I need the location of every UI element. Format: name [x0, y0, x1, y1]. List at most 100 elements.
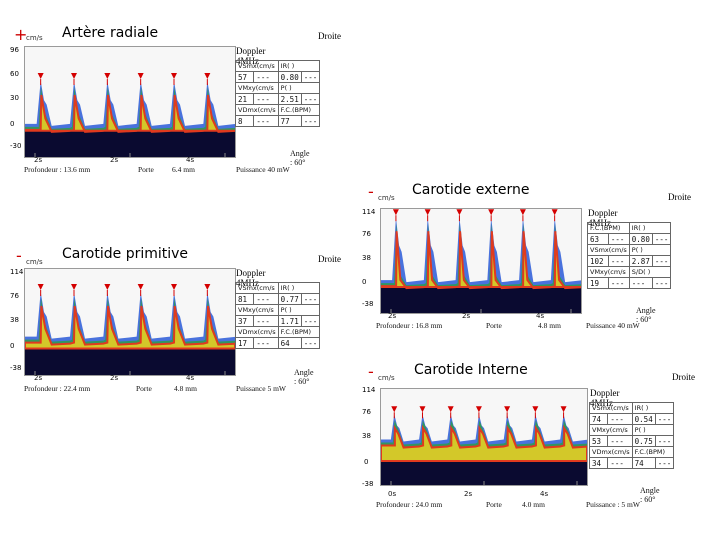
- time-tick: 2s: [464, 490, 473, 498]
- time-tick: 4s: [536, 312, 545, 320]
- spectrum-core-line: [381, 231, 581, 290]
- side-label: Droite: [318, 254, 341, 264]
- caption-title: Artère radiale: [62, 25, 159, 41]
- measurement-table: VSmx(cm/s IR( ) 57 --- 0.80 --- VMxy(cm/s P( ) 2…: [234, 60, 321, 127]
- measurement-value: 77: [277, 115, 302, 127]
- measurement-value: 57: [234, 71, 255, 83]
- spectrum-envelope: [25, 81, 235, 131]
- peak-marker: [532, 406, 539, 413]
- measurement-row: 81 --- 0.77 ---: [234, 293, 321, 305]
- y-tick: 114: [362, 386, 376, 394]
- measurement-value: 34: [588, 457, 609, 469]
- power-label: Puissance 5 mW: [236, 384, 286, 393]
- measurement-header: VMxy(cm/s: [235, 304, 279, 316]
- unit-label: cm/s: [378, 194, 395, 202]
- measurement-value: 0.54: [631, 413, 656, 425]
- sign-minus: -: [368, 362, 374, 381]
- measurement-value: ---: [300, 337, 321, 349]
- measurement-row: VDmx(cm/s F.C.(BPM): [235, 326, 321, 338]
- peak-marker: [137, 73, 144, 80]
- y-tick: 76: [10, 292, 19, 300]
- measurement-value: 53: [588, 435, 609, 447]
- measurement-value: 1.71: [277, 315, 302, 327]
- y-tick: 114: [362, 208, 376, 216]
- measurement-value: ---: [300, 315, 321, 327]
- measurement-value: ---: [253, 293, 279, 305]
- peak-marker: [37, 73, 44, 80]
- doppler-trace-area: [380, 208, 582, 314]
- time-tick: 2s: [462, 312, 471, 320]
- measurement-value: ---: [628, 277, 653, 289]
- measurement-row: 57 --- 0.80 ---: [234, 71, 321, 83]
- baseline-band: [381, 287, 581, 313]
- unit-label: cm/s: [378, 374, 395, 382]
- measurement-value: 2.87: [628, 255, 653, 267]
- y-tick: 0: [364, 458, 369, 466]
- y-tick: 96: [10, 46, 19, 54]
- measurement-value: ---: [654, 435, 675, 447]
- peak-marker: [419, 406, 426, 413]
- measurement-header: P( ): [628, 244, 672, 256]
- sign-plus: +: [14, 25, 28, 44]
- measurement-row: 17 --- 64 ---: [234, 337, 321, 349]
- power-label: Puissance 40 mW: [236, 165, 290, 174]
- measurement-value: ---: [651, 255, 672, 267]
- measurement-row: F.C.(BPM) IR( ): [587, 222, 672, 234]
- peak-marker: [391, 406, 398, 413]
- measurement-value: 74: [588, 413, 609, 425]
- y-tick: -38: [362, 300, 374, 308]
- measurement-row: 21 --- 2.51 ---: [234, 93, 321, 105]
- y-tick: 38: [362, 254, 371, 262]
- doppler-spectrum: [381, 406, 587, 485]
- measurement-header: F.C.(BPM): [277, 326, 321, 338]
- measurement-row: VSmx(cm/s P( ): [587, 244, 672, 256]
- measurement-value: ---: [300, 71, 321, 83]
- measurement-row: VMxy(cm/s P( ): [235, 304, 321, 316]
- measurement-row: 102 --- 2.87 ---: [587, 255, 672, 267]
- measurement-row: VMxy(cm/s S/D( ): [587, 266, 672, 278]
- measurement-value: ---: [607, 413, 633, 425]
- measurement-header: S/D( ): [628, 266, 672, 278]
- y-tick: 30: [10, 94, 19, 102]
- measurement-row: 19 --- --- ---: [587, 277, 672, 289]
- time-tick: 4s: [540, 490, 549, 498]
- peak-marker: [551, 209, 558, 216]
- measurement-header: F.C.(BPM): [277, 104, 321, 116]
- peak-marker: [104, 284, 111, 291]
- peak-marker: [424, 209, 431, 216]
- peak-marker: [504, 406, 511, 413]
- gate-label: Porte: [136, 384, 152, 393]
- y-tick: 76: [362, 408, 371, 416]
- power-label: Puissance : 5 mW: [586, 500, 640, 509]
- depth-label: Profondeur : 16.8 mm: [376, 321, 443, 330]
- measurement-row: 37 --- 1.71 ---: [234, 315, 321, 327]
- peak-marker: [519, 209, 526, 216]
- gate-label: Porte: [138, 165, 154, 174]
- time-tick: 0s: [388, 490, 397, 498]
- measurement-value: ---: [607, 255, 630, 267]
- depth-label: Profondeur : 13.6 mm: [24, 165, 91, 174]
- measurement-header: IR( ): [277, 60, 321, 72]
- measurement-header: F.C.(BPM): [631, 446, 675, 458]
- y-tick: 0: [362, 278, 367, 286]
- measurement-header: P( ): [277, 82, 321, 94]
- measurement-value: 64: [277, 337, 302, 349]
- time-tick: 2s: [34, 374, 43, 382]
- time-tick: 4s: [186, 156, 195, 164]
- measurement-row: VDmx(cm/s F.C.(BPM): [589, 446, 675, 458]
- measurement-row: VSmx(cm/s IR( ): [589, 402, 675, 414]
- spectrum-inner-band: [381, 428, 587, 461]
- peak-marker: [171, 284, 177, 291]
- caption-title: Carotide Interne: [414, 362, 528, 378]
- spectrum-mid-band: [381, 223, 581, 287]
- peak-marker: [392, 209, 399, 216]
- measurement-header: VSmx(cm/s: [235, 282, 279, 294]
- measurement-value: 81: [234, 293, 255, 305]
- measurement-value: 0.77: [277, 293, 302, 305]
- time-tick: 2s: [110, 374, 119, 382]
- depth-label: Profondeur : 24.0 mm: [376, 500, 443, 509]
- gate-label: Porte: [486, 321, 502, 330]
- spectrum-envelope: [25, 292, 235, 349]
- spectrum-envelope: [381, 217, 581, 287]
- angle-label: Angle : 60°: [290, 149, 310, 167]
